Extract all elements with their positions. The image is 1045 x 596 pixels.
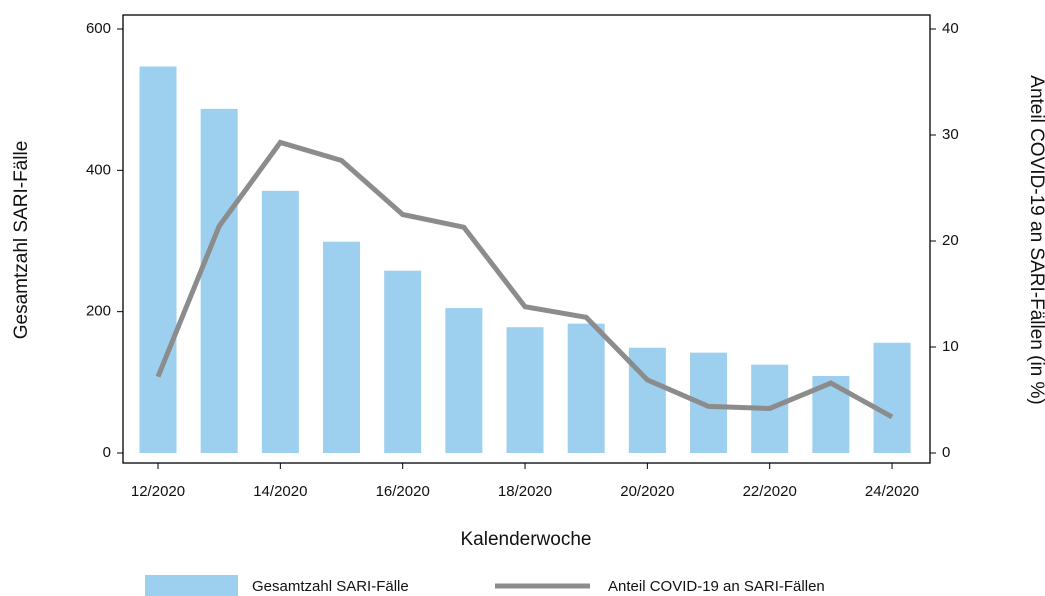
x-tick-label: 16/2020	[376, 483, 430, 500]
x-tick-label: 14/2020	[253, 483, 307, 500]
x-tick-label: 20/2020	[620, 483, 674, 500]
y-tick-label: 400	[86, 161, 111, 178]
bar	[873, 342, 911, 453]
plot-frame	[122, 14, 931, 464]
bar	[200, 108, 238, 453]
x-tick-label: 18/2020	[498, 483, 552, 500]
y-tick-label: 200	[86, 303, 111, 320]
y2-axis-title: Anteil COVID-19 an SARI-Fällen (in %)	[1026, 75, 1045, 404]
bar	[384, 270, 422, 453]
y2-tick-label: 40	[942, 20, 959, 37]
y2-tick-label: 0	[942, 444, 950, 461]
x-axis-title: Kalenderwoche	[461, 529, 592, 550]
legend-label: Gesamtzahl SARI-Fälle	[252, 578, 409, 595]
x-tick-label: 12/2020	[131, 483, 185, 500]
bar	[445, 308, 483, 453]
bar	[139, 66, 177, 453]
bar	[323, 241, 361, 453]
bar	[506, 327, 544, 453]
x-tick-label: 22/2020	[743, 483, 797, 500]
legend-swatch	[145, 575, 238, 596]
y-axis-title: Gesamtzahl SARI-Fälle	[11, 141, 32, 340]
bar	[567, 323, 605, 453]
y2-tick-label: 10	[942, 338, 959, 355]
x-tick-label: 24/2020	[865, 483, 919, 500]
y-tick-label: 0	[103, 444, 111, 461]
legend-label: Anteil COVID-19 an SARI-Fällen	[608, 578, 825, 595]
line	[155, 139, 894, 420]
bar	[261, 190, 299, 453]
y-tick-label: 600	[86, 20, 111, 37]
y2-tick-label: 30	[942, 126, 959, 143]
y2-tick-label: 20	[942, 232, 959, 249]
